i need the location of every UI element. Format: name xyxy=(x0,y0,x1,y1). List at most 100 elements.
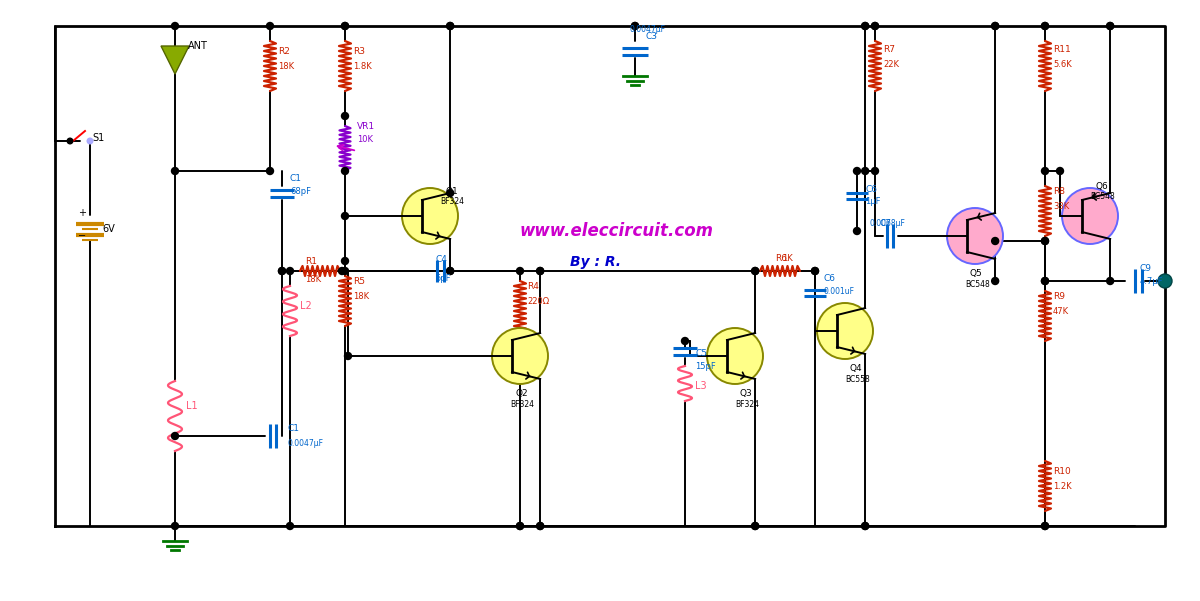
Text: 6V: 6V xyxy=(102,224,115,234)
Text: 68pF: 68pF xyxy=(290,187,311,196)
Text: C6: C6 xyxy=(823,274,835,283)
Text: 220Ω: 220Ω xyxy=(527,297,550,306)
Text: −: − xyxy=(78,231,86,241)
Circle shape xyxy=(1042,278,1049,284)
Circle shape xyxy=(446,267,454,275)
Circle shape xyxy=(751,267,758,275)
Text: 1μF: 1μF xyxy=(865,197,881,206)
Text: 0.0047μF: 0.0047μF xyxy=(288,439,324,448)
Circle shape xyxy=(342,168,348,174)
Circle shape xyxy=(536,267,544,275)
Text: R5: R5 xyxy=(353,277,365,286)
Text: 5pF: 5pF xyxy=(436,274,451,283)
Circle shape xyxy=(1042,278,1049,284)
Text: 0.0068μF: 0.0068μF xyxy=(870,219,906,228)
Circle shape xyxy=(862,522,869,529)
Text: R9: R9 xyxy=(1054,292,1066,301)
Text: C1: C1 xyxy=(290,174,302,183)
Circle shape xyxy=(342,213,348,219)
Circle shape xyxy=(172,522,179,529)
Text: Q2: Q2 xyxy=(515,389,528,398)
Text: S1: S1 xyxy=(92,133,104,143)
Circle shape xyxy=(707,328,763,384)
Circle shape xyxy=(67,138,73,144)
Circle shape xyxy=(342,267,348,275)
Text: 18K: 18K xyxy=(305,275,322,284)
Circle shape xyxy=(446,22,454,29)
Circle shape xyxy=(492,328,548,384)
Circle shape xyxy=(278,267,286,275)
Text: 1K: 1K xyxy=(782,254,793,263)
Circle shape xyxy=(751,522,758,529)
Circle shape xyxy=(536,522,544,529)
Circle shape xyxy=(811,267,818,275)
Text: L3: L3 xyxy=(695,381,707,391)
Text: 0.001uF: 0.001uF xyxy=(823,287,854,296)
Text: 10K: 10K xyxy=(358,135,373,144)
Circle shape xyxy=(344,353,352,359)
Circle shape xyxy=(682,338,689,344)
Circle shape xyxy=(338,267,346,275)
Circle shape xyxy=(1106,22,1114,29)
Circle shape xyxy=(871,168,878,174)
Circle shape xyxy=(991,22,998,29)
Circle shape xyxy=(631,22,638,29)
Text: Q3: Q3 xyxy=(740,389,752,398)
Text: 1.2K: 1.2K xyxy=(1054,482,1072,491)
Text: C7: C7 xyxy=(880,219,892,228)
Circle shape xyxy=(1042,522,1049,529)
Text: BC548: BC548 xyxy=(965,280,990,289)
Text: BF324: BF324 xyxy=(440,197,464,206)
Circle shape xyxy=(862,22,869,29)
Circle shape xyxy=(342,112,348,120)
Circle shape xyxy=(991,237,998,245)
Circle shape xyxy=(871,22,878,29)
Circle shape xyxy=(811,267,818,275)
Circle shape xyxy=(172,433,179,439)
Circle shape xyxy=(342,22,348,29)
Text: C6: C6 xyxy=(865,185,877,194)
Circle shape xyxy=(266,168,274,174)
Text: VR1: VR1 xyxy=(358,122,376,131)
Circle shape xyxy=(402,188,458,244)
Circle shape xyxy=(536,267,544,275)
Text: R4: R4 xyxy=(527,282,539,291)
Circle shape xyxy=(172,168,179,174)
Circle shape xyxy=(1056,168,1063,174)
Text: Q1: Q1 xyxy=(445,187,457,196)
Circle shape xyxy=(342,22,348,29)
Circle shape xyxy=(1042,168,1049,174)
Text: C9: C9 xyxy=(1140,264,1152,273)
Circle shape xyxy=(751,522,758,529)
Circle shape xyxy=(862,522,869,529)
Text: C4: C4 xyxy=(436,255,448,264)
Text: R7: R7 xyxy=(883,45,895,54)
Circle shape xyxy=(862,22,869,29)
Circle shape xyxy=(991,22,998,29)
Circle shape xyxy=(172,22,179,29)
Text: L1: L1 xyxy=(186,401,198,411)
Circle shape xyxy=(751,267,758,275)
Text: BC558: BC558 xyxy=(845,375,870,384)
Circle shape xyxy=(817,303,874,359)
Text: R1: R1 xyxy=(305,257,317,266)
Circle shape xyxy=(1042,237,1049,245)
Text: BC548: BC548 xyxy=(1090,192,1115,201)
Circle shape xyxy=(1106,22,1114,29)
Text: L2: L2 xyxy=(300,301,312,311)
Circle shape xyxy=(991,278,998,284)
Text: Q6: Q6 xyxy=(1096,182,1108,191)
Text: www.eleccircuit.com: www.eleccircuit.com xyxy=(520,222,714,240)
Circle shape xyxy=(1158,274,1172,288)
Polygon shape xyxy=(161,46,190,74)
Text: C3: C3 xyxy=(646,32,658,41)
Circle shape xyxy=(446,22,454,29)
Circle shape xyxy=(516,522,523,529)
Circle shape xyxy=(536,522,544,529)
Circle shape xyxy=(1106,278,1114,284)
Text: R2: R2 xyxy=(278,47,290,56)
Text: +: + xyxy=(78,208,86,218)
Circle shape xyxy=(266,22,274,29)
Text: 0.0047μF: 0.0047μF xyxy=(630,25,666,34)
Circle shape xyxy=(1042,22,1049,29)
